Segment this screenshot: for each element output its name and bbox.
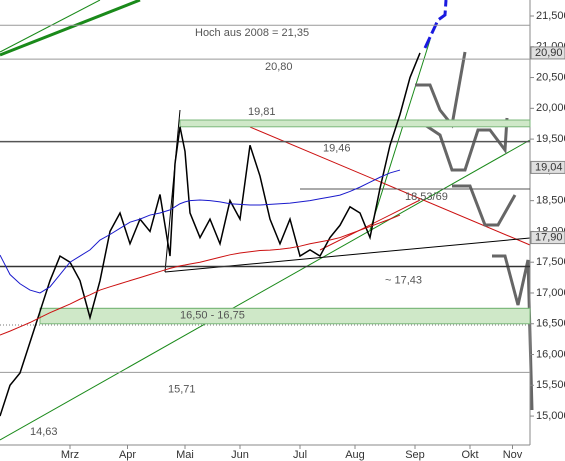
level-label: ~ 17,43 (385, 274, 422, 286)
y-tick-label: 17,500 (536, 256, 565, 268)
x-tick-label: Mrz (61, 449, 79, 461)
price-tag (530, 46, 565, 60)
series-line (0, 214, 401, 336)
series-line (0, 169, 401, 294)
series-line (0, 52, 421, 417)
y-tick-label: 16,000 (536, 348, 565, 360)
y-tick-label: 20,500 (536, 71, 565, 83)
trend-line (249, 126, 531, 246)
zone-band (39, 307, 531, 325)
price-tag-label: 19,04 (535, 161, 563, 173)
level-label: 15,71 (168, 383, 196, 395)
y-tick-label: 18,500 (536, 195, 565, 207)
level-label: 18,53/69 (405, 191, 448, 203)
level-label: 19,46 (323, 142, 351, 154)
level-label: 16,50 - 16,75 (180, 309, 245, 321)
x-tick-label: Mai (176, 449, 194, 461)
x-tick-label: Okt (461, 449, 478, 461)
trend-line (369, 39, 431, 231)
level-label: 14,63 (30, 426, 58, 438)
y-tick-label: 15,000 (536, 410, 565, 422)
level-label: Hoch aus 2008 = 21,35 (195, 27, 309, 39)
y-tick-label: 19,500 (536, 133, 565, 145)
forecast (415, 51, 467, 129)
forecast (452, 184, 517, 227)
x-tick-label: Aug (345, 449, 365, 461)
y-tick-label: 16,500 (536, 318, 565, 330)
trend-line (164, 109, 181, 273)
x-tick-label: Sep (405, 449, 425, 461)
zone-band (179, 119, 531, 128)
forecast (492, 254, 534, 411)
trend-line (319, 199, 421, 251)
price-tag (530, 231, 565, 245)
y-tick-label: 20,000 (536, 102, 565, 114)
trend-line (0, 0, 101, 53)
level-label: 20,80 (265, 61, 293, 73)
x-tick-label: Jul (293, 449, 307, 461)
y-tick-label: 21,500 (536, 10, 565, 22)
x-tick-label: Nov (503, 449, 523, 461)
trend-line (0, 139, 531, 441)
price-tag (530, 160, 565, 174)
price-tag-label: 20,90 (535, 47, 563, 59)
y-tick-label: 15,500 (536, 379, 565, 391)
forecast (423, 0, 448, 49)
x-tick-label: Apr (119, 449, 136, 461)
level-label: 19,81 (248, 106, 276, 118)
y-tick-label: 17,000 (536, 287, 565, 299)
price-tag-label: 17,90 (535, 231, 563, 243)
x-tick-label: Jun (231, 449, 249, 461)
trend-line (0, 0, 141, 57)
